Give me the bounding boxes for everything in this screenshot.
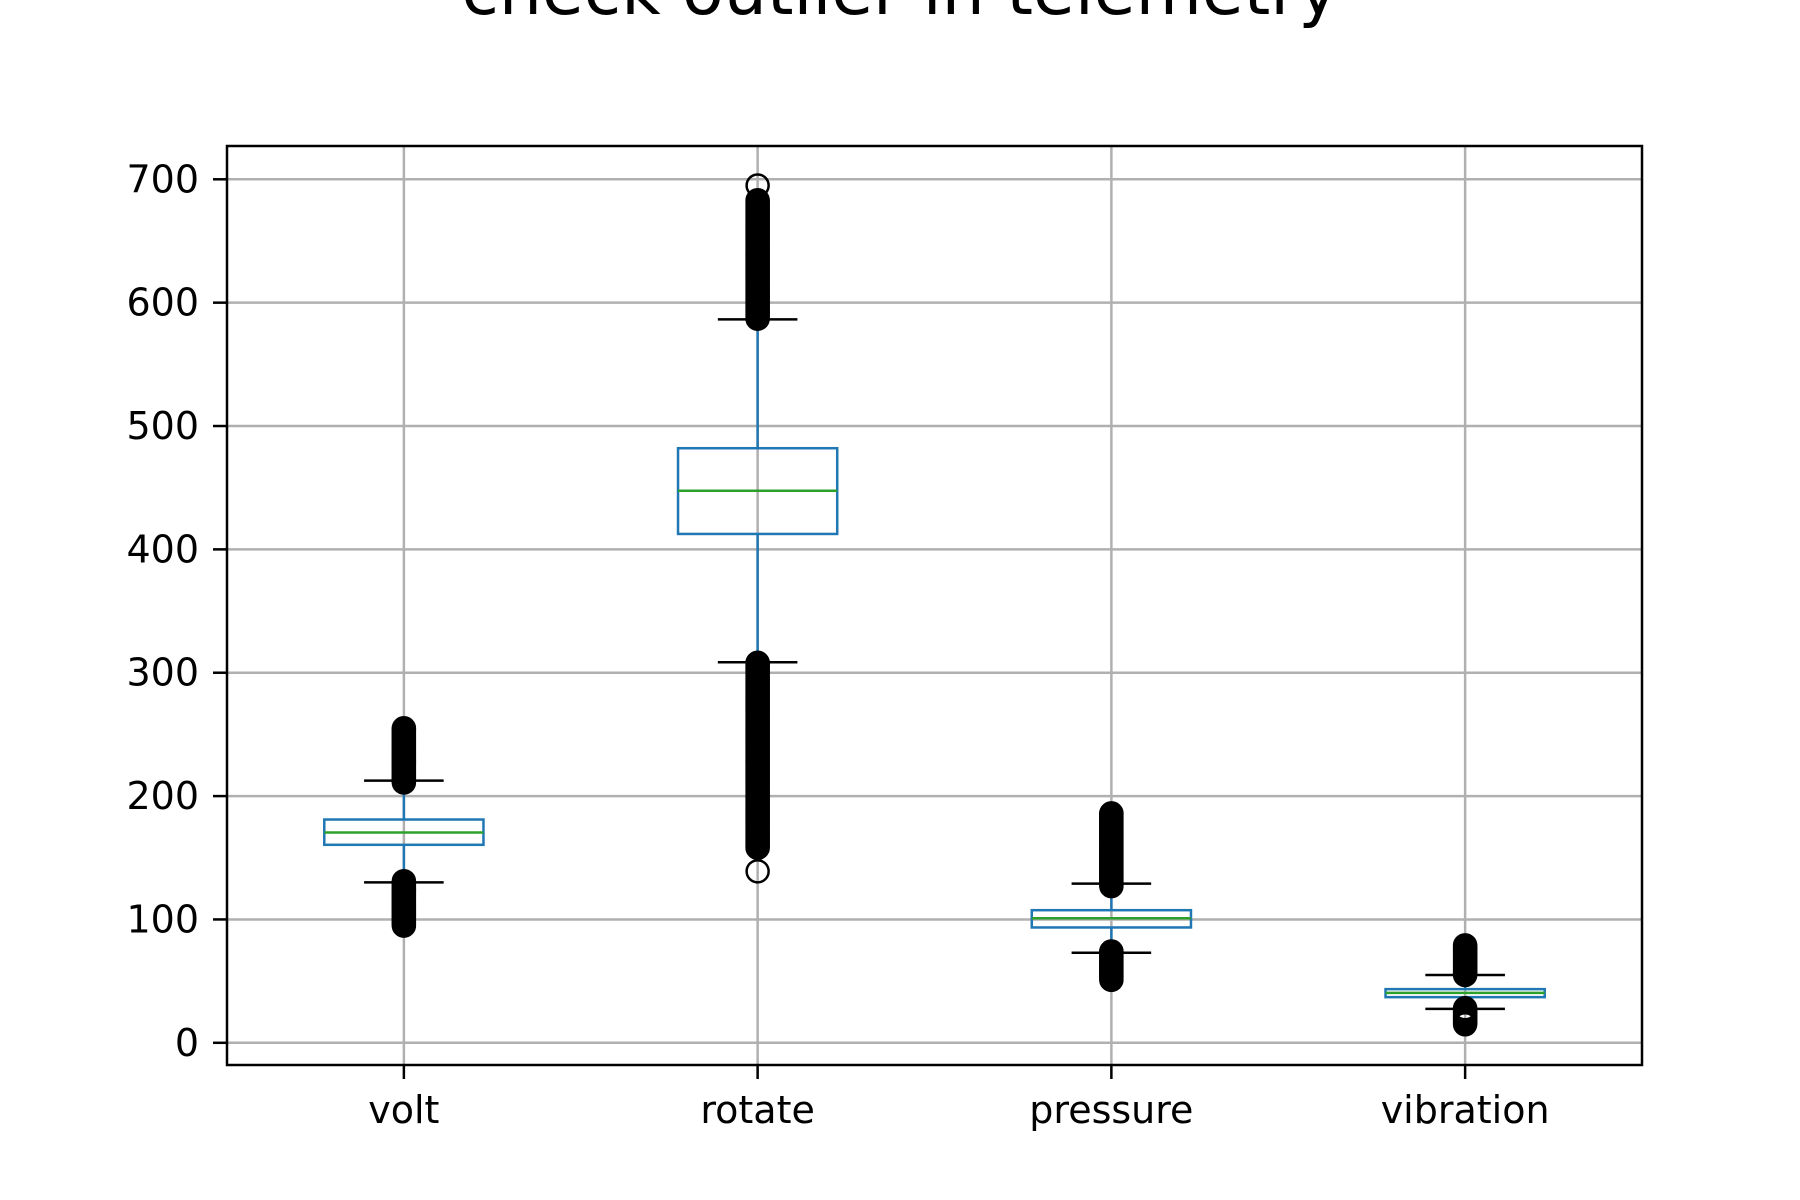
- outlier-point: [1452, 996, 1478, 1021]
- x-tick-label: pressure: [1029, 1088, 1193, 1132]
- box-rotate: [676, 173, 839, 884]
- x-tick-label: volt: [368, 1088, 439, 1132]
- outlier-point: [745, 650, 770, 676]
- y-tick-label: 200: [126, 774, 199, 818]
- box-pressure: [1030, 801, 1193, 993]
- outlier-point: [391, 715, 417, 741]
- outlier-point: [1099, 801, 1124, 826]
- y-tick-label: 400: [126, 527, 199, 571]
- outlier-point: [1099, 939, 1124, 964]
- outlier-point: [745, 188, 770, 213]
- box-volt: [323, 715, 485, 938]
- axes-frame: [225, 144, 1644, 1067]
- y-tick-label: 300: [126, 651, 199, 695]
- chart-title: check outlier in telemetry: [0, 0, 1800, 26]
- boxes: [323, 173, 1546, 1037]
- y-tick-label: 0: [175, 1021, 199, 1065]
- grid: [227, 146, 1642, 1065]
- y-tick-label: 600: [126, 281, 199, 325]
- box-vibration: [1384, 933, 1546, 1037]
- x-tick-label: rotate: [700, 1088, 815, 1132]
- y-tick-label: 100: [126, 897, 199, 941]
- outlier-point: [745, 859, 770, 884]
- x-tick-label: vibration: [1381, 1088, 1550, 1132]
- ticks: 0 100 200 300 400 500 600 700 volt rotate pressure…: [126, 157, 1549, 1132]
- outlier-point: [1452, 933, 1478, 958]
- outlier-point: [391, 868, 417, 894]
- y-tick-label: 500: [126, 404, 199, 448]
- outlier-point: [745, 173, 770, 198]
- y-tick-label: 700: [126, 157, 199, 201]
